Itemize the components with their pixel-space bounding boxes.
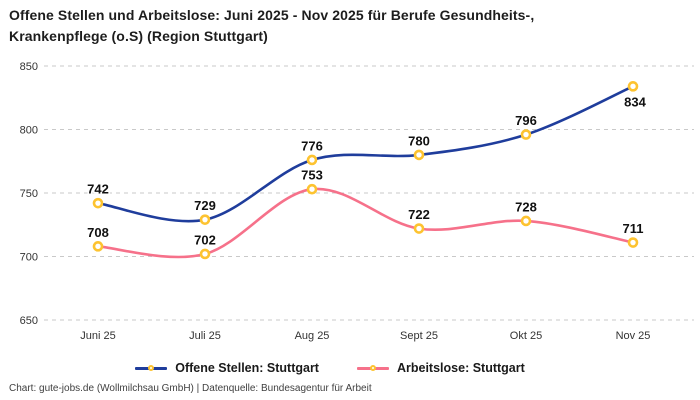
legend-label: Offene Stellen: Stuttgart — [175, 361, 319, 375]
legend-line-marker-icon — [356, 363, 389, 374]
data-point-label-offene-stellen-stuttgart: 776 — [301, 138, 323, 153]
chart-title-line-1: Offene Stellen und Arbeitslose: Juni 202… — [9, 7, 535, 23]
chart-title: Offene Stellen und Arbeitslose: Juni 202… — [9, 5, 669, 47]
chart-legend: Offene Stellen: Stuttgart Arbeitslose: St… — [0, 361, 660, 375]
data-point-label-offene-stellen-stuttgart: 742 — [87, 182, 109, 197]
y-axis-tick-label: 650 — [20, 315, 38, 327]
data-point-marker-arbeitslose-stuttgart — [199, 248, 211, 260]
data-point-marker-arbeitslose-stuttgart — [92, 241, 104, 252]
x-axis-tick-label: Sept 25 — [400, 330, 438, 342]
y-axis-tick-label: 850 — [20, 61, 38, 73]
data-point-marker-offene-stellen-stuttgart — [92, 197, 104, 209]
data-point-label-arbeitslose-stuttgart: 711 — [623, 221, 644, 236]
legend-item-offene-stellen-stuttgart: Offene Stellen: Stuttgart — [135, 361, 319, 375]
legend-marker-ring-icon — [369, 365, 376, 371]
line-chart-plot: 850 800 750 700 650 Juni 25 Juli 25 Aug 25 Sept … — [20, 61, 694, 342]
y-axis-tick-label: 800 — [20, 125, 38, 137]
data-point-label-arbeitslose-stuttgart: 722 — [408, 207, 430, 222]
x-axis-tick-label: Juni 25 — [80, 330, 115, 342]
data-point-label-offene-stellen-stuttgart: 834 — [624, 94, 646, 109]
legend-label: Arbeitslose: Stuttgart — [396, 361, 525, 375]
chart-footer: Chart: gute-jobs.de (Wollmilchsau GmbH) … — [9, 383, 372, 394]
data-point-marker-arbeitslose-stuttgart — [306, 183, 318, 195]
data-point-label-arbeitslose-stuttgart: 708 — [87, 225, 109, 240]
data-point-label-offene-stellen-stuttgart: 796 — [515, 113, 537, 128]
data-point-label-arbeitslose-stuttgart: 753 — [301, 168, 323, 183]
x-axis-tick-label: Aug 25 — [295, 330, 330, 342]
data-point-label-arbeitslose-stuttgart: 728 — [515, 199, 537, 214]
data-point-label-offene-stellen-stuttgart: 729 — [194, 198, 216, 213]
data-point-marker-offene-stellen-stuttgart — [199, 214, 211, 225]
data-point-marker-offene-stellen-stuttgart — [520, 129, 532, 140]
x-axis-tick-label: Nov 25 — [616, 330, 651, 342]
series-line-offene-stellen-stuttgart — [96, 85, 635, 223]
x-axis-tick-label: Okt 25 — [510, 330, 542, 342]
y-axis-tick-label: 750 — [20, 188, 38, 200]
data-point-marker-offene-stellen-stuttgart — [413, 149, 425, 161]
series-line-arbeitslose-stuttgart — [96, 187, 635, 259]
legend-item-arbeitslose-stuttgart: Arbeitslose: Stuttgart — [356, 361, 525, 375]
data-point-label-arbeitslose-stuttgart: 702 — [194, 232, 216, 247]
y-axis-tick-label: 700 — [20, 252, 38, 264]
data-point-marker-offene-stellen-stuttgart — [306, 154, 318, 166]
data-point-marker-arbeitslose-stuttgart — [627, 237, 639, 248]
data-point-marker-arbeitslose-stuttgart — [413, 223, 425, 234]
legend-marker-ring-icon — [148, 365, 155, 371]
x-axis-tick-label: Juli 25 — [189, 330, 221, 342]
legend-line-marker-icon — [135, 363, 168, 374]
data-point-marker-arbeitslose-stuttgart — [520, 215, 532, 227]
data-point-label-offene-stellen-stuttgart: 780 — [408, 133, 430, 148]
data-point-marker-offene-stellen-stuttgart — [627, 81, 639, 92]
chart-title-line-2: Krankenpflege (o.S) (Region Stuttgart) — [9, 28, 268, 44]
